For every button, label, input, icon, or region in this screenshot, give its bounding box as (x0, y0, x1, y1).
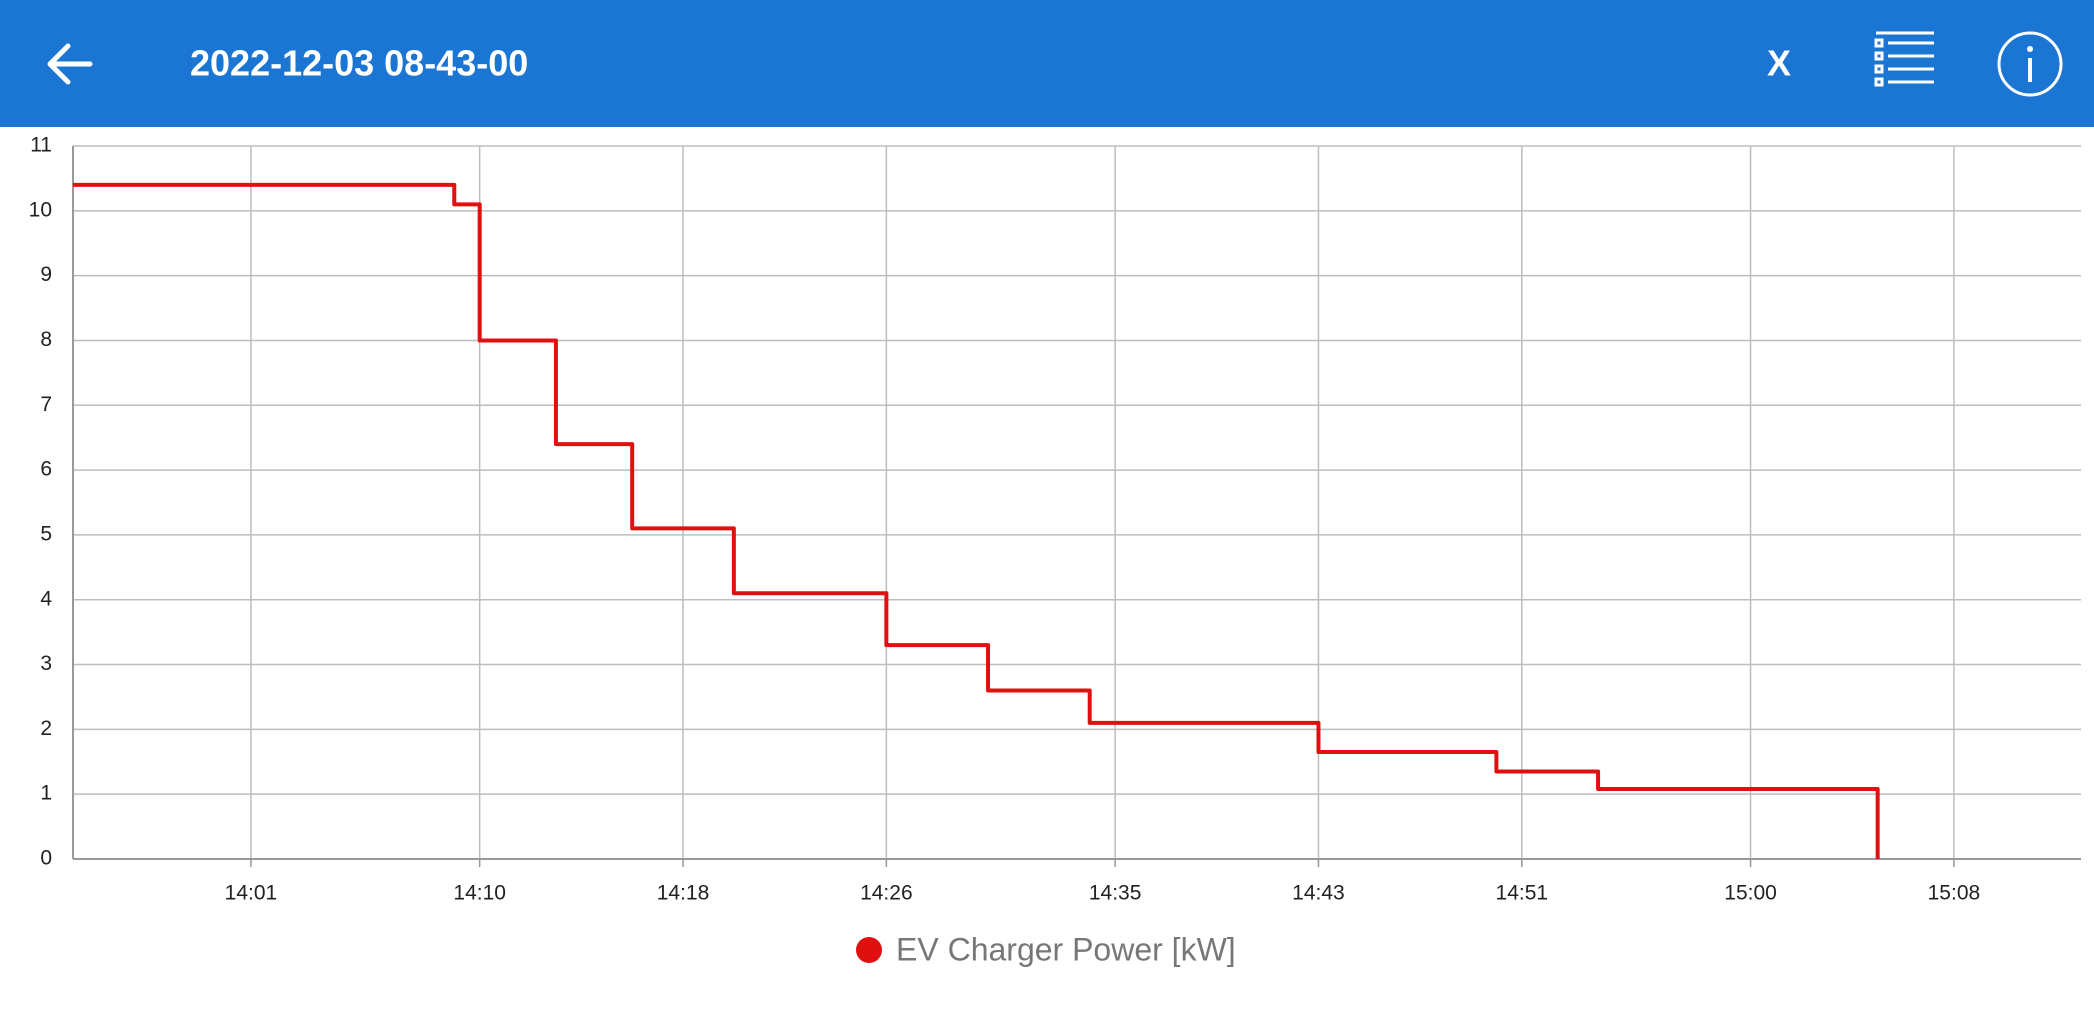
y-tick-label: 0 (40, 847, 52, 870)
x-tick-label: 14:35 (1089, 882, 1142, 905)
y-tick-label: 1 (40, 782, 52, 805)
x-tick-label: 14:01 (225, 882, 278, 905)
x-tick-label: 14:26 (860, 882, 913, 905)
y-tick-label: 10 (29, 198, 52, 221)
y-tick-label: 2 (40, 717, 52, 740)
x-tick-label: 14:51 (1496, 882, 1549, 905)
x-tick-label: 15:08 (1928, 882, 1981, 905)
screen-title: 2022-12-03 08-43-00 (190, 43, 528, 84)
back-button[interactable] (47, 43, 93, 85)
legend-label: EV Charger Power [kW] (896, 931, 1236, 967)
x-tick-label: 14:10 (453, 882, 506, 905)
data-line (73, 182, 1880, 859)
info-button[interactable] (1997, 31, 2063, 97)
x-tick-label: 15:00 (1724, 882, 1777, 905)
y-tick-label: 7 (40, 393, 52, 416)
y-tick-label: 4 (40, 587, 52, 610)
close-button[interactable]: X (1767, 43, 1791, 84)
x-tick-label: 14:18 (657, 882, 710, 905)
y-tick-label: 11 (30, 134, 52, 157)
y-tick-label: 8 (40, 328, 52, 351)
y-tick-label: 9 (40, 263, 52, 286)
y-tick-label: 6 (40, 458, 52, 481)
y-tick-label: 3 (40, 652, 52, 675)
app-bar (0, 0, 2094, 127)
y-tick-label: 5 (40, 522, 52, 545)
x-tick-label: 14:43 (1292, 882, 1345, 905)
list-button[interactable] (1874, 31, 1934, 87)
legend-marker (856, 937, 882, 963)
